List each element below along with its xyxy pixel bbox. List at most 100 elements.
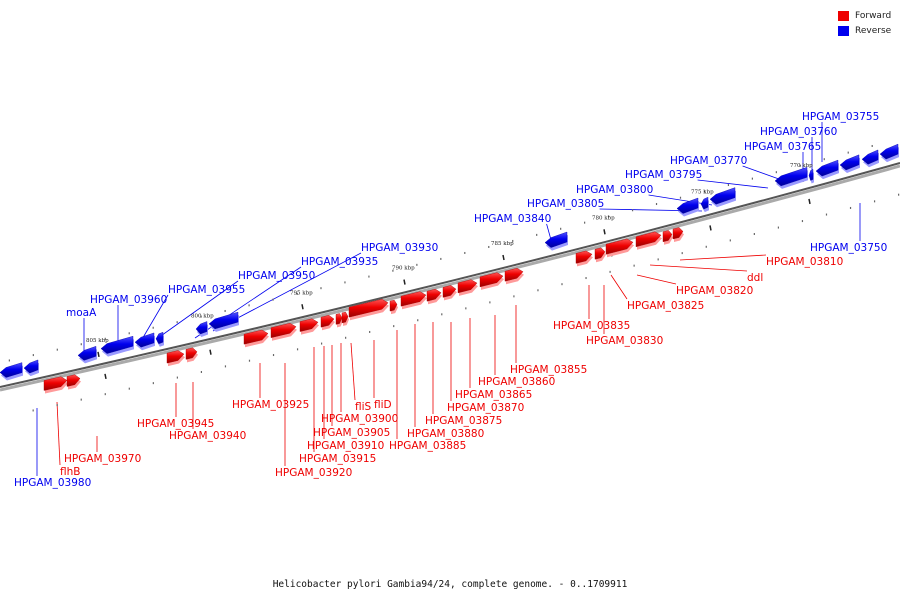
reverse-gene-arrow [815, 159, 839, 177]
kbp-tick-label: 790 kbp [392, 266, 415, 272]
gene-leader-line [636, 274, 677, 285]
minor-tick-mark [417, 319, 419, 322]
minor-tick-mark [32, 409, 34, 412]
forward-gene-arrow [457, 279, 478, 294]
gene-label: HPGAM_03755 [802, 111, 879, 123]
forward-gene-arrow [320, 315, 335, 328]
gene-leader-line [350, 342, 356, 401]
gene-label: fliD [374, 399, 392, 411]
minor-tick-mark [248, 359, 251, 362]
minor-tick-mark [898, 193, 900, 196]
forward-gene-arrow [43, 376, 68, 391]
kbp-tick-upper [97, 351, 100, 358]
gene-label: HPGAM_03880 [407, 428, 484, 440]
label-leaders [36, 122, 861, 476]
forward-gene-arrow [672, 227, 684, 240]
minor-tick-mark [56, 348, 58, 351]
gene-label: HPGAM_03770 [670, 155, 747, 167]
minor-tick-mark [873, 200, 876, 203]
minor-tick-mark [128, 387, 130, 390]
gene-label: HPGAM_03765 [744, 141, 821, 153]
forward-gene-arrow [270, 322, 297, 338]
minor-tick-mark [775, 171, 777, 174]
genome-caption: Helicobacter pylori Gambia94/24, complet… [272, 579, 628, 590]
kbp-tick-lower [209, 349, 212, 355]
minor-tick-mark [489, 301, 491, 304]
minor-tick-mark [607, 215, 610, 218]
kbp-tick-label: 770 kbp [790, 163, 813, 169]
minor-tick-mark [128, 332, 130, 335]
minor-tick-mark [825, 213, 828, 216]
gene-label: HPGAM_03945 [137, 418, 214, 430]
forward-gene-arrow [66, 374, 81, 387]
forward-gene-arrow [299, 318, 319, 332]
minor-tick-mark [320, 342, 323, 345]
minor-tick-mark [8, 359, 10, 362]
reverse-gene-arrow [808, 169, 814, 181]
minor-tick-mark [440, 257, 442, 260]
minor-tick-mark [104, 393, 106, 396]
minor-tick-mark [345, 336, 347, 339]
kbp-tick-upper [301, 304, 304, 310]
minor-tick-mark [32, 354, 34, 357]
kbp-tick-lower [104, 373, 107, 380]
kbp-tick-upper [502, 254, 505, 261]
gene-leader-line [610, 274, 628, 300]
forward-gene-arrow [575, 250, 593, 264]
gene-leader-line [679, 254, 767, 261]
minor-tick-mark [729, 239, 731, 242]
forward-gene-arrow [442, 285, 457, 298]
minor-tick-mark [849, 206, 852, 209]
minor-tick-mark [871, 144, 873, 147]
gene-label: HPGAM_03865 [455, 389, 532, 401]
minor-tick-mark [536, 233, 538, 236]
forward-gene-arrow [605, 238, 634, 255]
gene-label: HPGAM_03810 [766, 256, 843, 268]
gene-label: moaA [66, 307, 97, 319]
minor-tick-mark [679, 196, 682, 199]
gene-label: HPGAM_03940 [169, 430, 246, 442]
minor-tick-mark [369, 330, 371, 333]
gene-leader-line [56, 401, 61, 466]
forward-gene-arrow [426, 288, 442, 302]
gene-label: HPGAM_03935 [301, 256, 378, 268]
legend-reverse: Reverse [838, 23, 891, 38]
minor-tick-mark [80, 343, 82, 346]
kbp-tick-lower [808, 198, 811, 205]
minor-tick-mark [823, 158, 825, 161]
minor-tick-mark [753, 233, 755, 236]
reverse-gene-arrow [709, 187, 736, 205]
gene-label: HPGAM_03910 [307, 440, 384, 452]
gene-leader-line [140, 294, 169, 342]
forward-gene-arrow [166, 350, 185, 364]
gene-label: HPGAM_03885 [389, 440, 466, 452]
minor-tick-mark [224, 309, 226, 312]
gene-label: HPGAM_03805 [527, 198, 604, 210]
minor-tick-mark [560, 227, 562, 230]
gene-leader-line [649, 264, 748, 272]
minor-tick-mark [751, 177, 753, 180]
minor-ticks [8, 144, 900, 412]
gene-label: HPGAM_03875 [425, 415, 502, 427]
reverse-gene-arrow [134, 332, 155, 348]
reverse-gene-arrow [879, 143, 899, 160]
reverse-gene-arrow [23, 359, 39, 374]
gene-label: HPGAM_03925 [232, 399, 309, 411]
gene-label: HPGAM_03955 [168, 284, 245, 296]
kbp-tick-upper [603, 229, 606, 235]
gene-label: HPGAM_03760 [760, 126, 837, 138]
gene-label: HPGAM_03830 [586, 335, 663, 347]
forward-gene-arrow [243, 329, 269, 345]
kbp-tick-label: 805 kbp [86, 338, 109, 344]
minor-tick-mark [657, 258, 659, 261]
gene-label: HPGAM_03960 [90, 294, 167, 306]
legend: Forward Reverse [838, 8, 891, 38]
gene-label: HPGAM_03905 [313, 427, 390, 439]
kbp-tick-label: 780 kbp [592, 215, 615, 221]
minor-tick-mark [512, 239, 514, 242]
gene-label: HPGAM_03835 [553, 320, 630, 332]
reverse-gene-arrow [208, 311, 239, 330]
minor-tick-mark [200, 315, 202, 318]
forward-gene-arrow [348, 298, 389, 318]
gene-labels: HPGAM_03755 HPGAM_03760 HPGAM_03765 HPGAM_0… [14, 111, 887, 489]
